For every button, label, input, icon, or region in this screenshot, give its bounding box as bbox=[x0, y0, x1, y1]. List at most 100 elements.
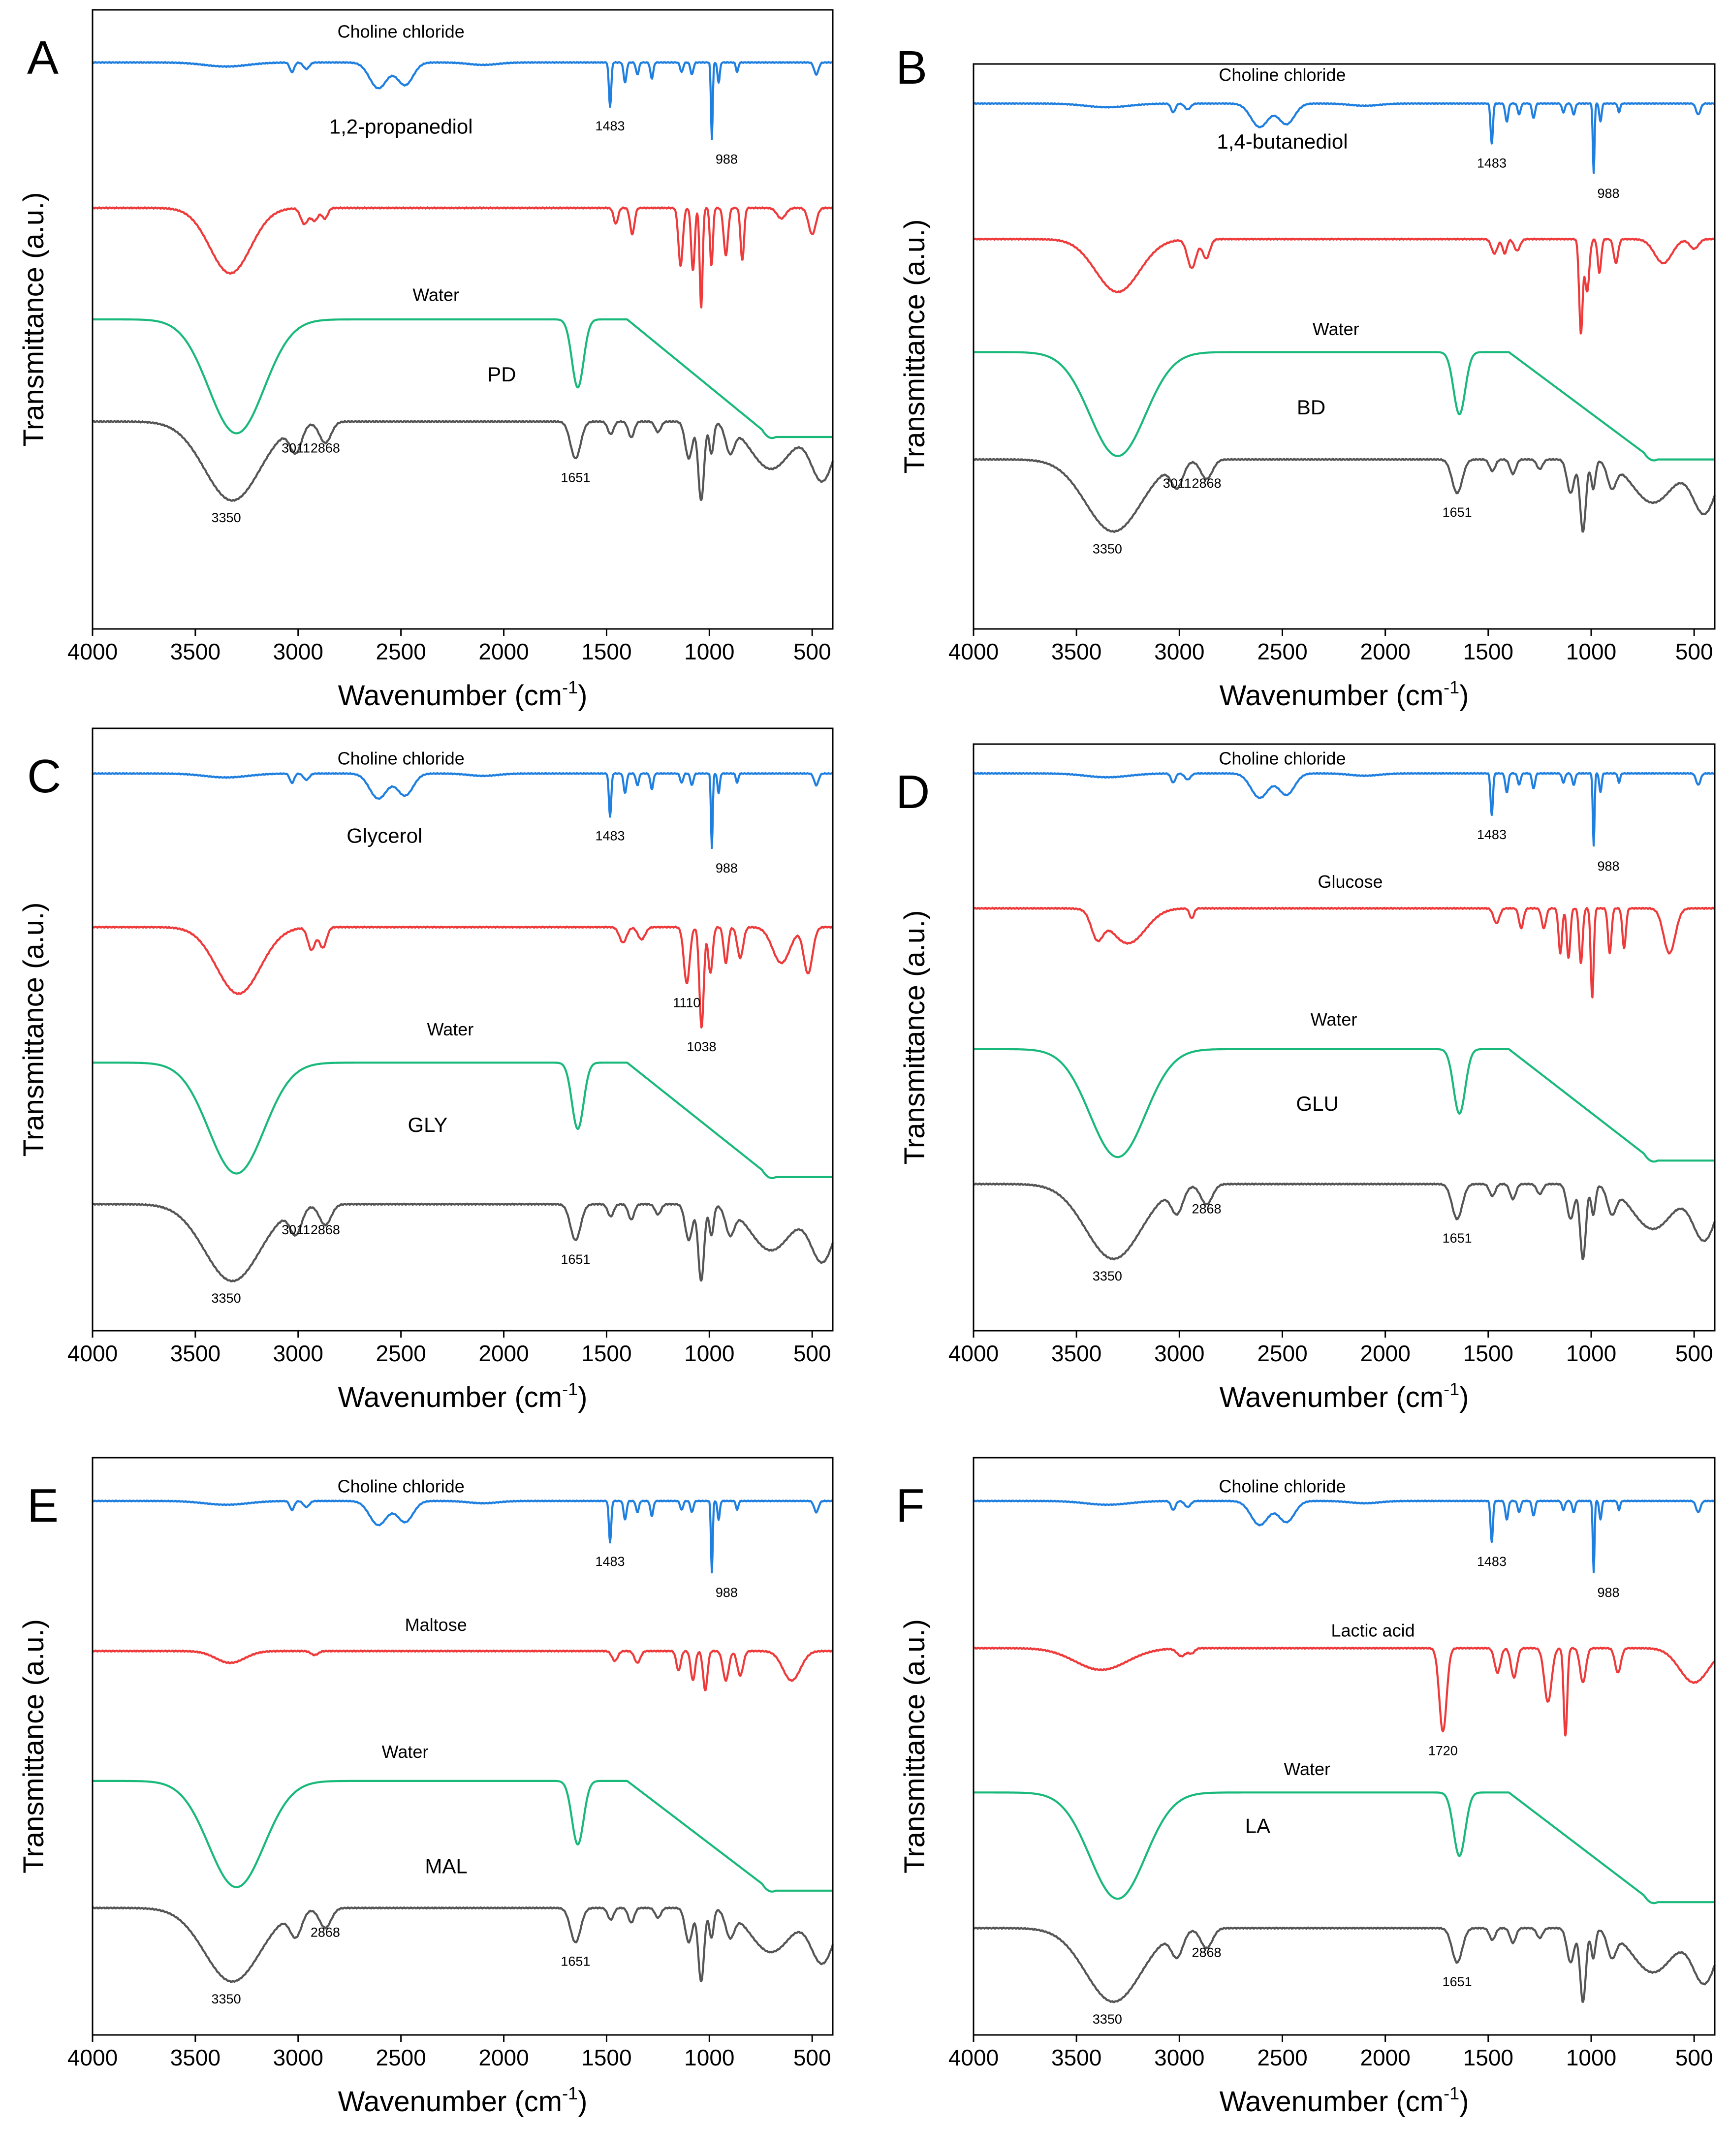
x-tick-label: 3500 bbox=[170, 639, 220, 664]
series-gly-c bbox=[92, 1202, 834, 1282]
x-tick-label: 4000 bbox=[948, 2045, 999, 2070]
series-1-4-butanediol-b bbox=[973, 237, 1716, 335]
x-axis-label: Wavenumber (cm-1) bbox=[338, 2083, 588, 2118]
peak-label-1483: 1483 bbox=[1477, 156, 1507, 170]
panel-letter-b: B bbox=[896, 41, 927, 94]
peak-label-2868: 2868 bbox=[1192, 476, 1222, 491]
series-choline-chloride-e bbox=[92, 1500, 833, 1574]
series-choline-chloride-a bbox=[92, 61, 833, 140]
x-tick-label: 3000 bbox=[1154, 2045, 1204, 2070]
x-tick-label: 2000 bbox=[1360, 1341, 1410, 1366]
series-label-1-4-butanediol: 1,4-butanediol bbox=[1217, 130, 1348, 153]
x-tick-label: 1000 bbox=[684, 2045, 734, 2070]
series-glucose-d bbox=[973, 906, 1715, 999]
peak-label-1651: 1651 bbox=[561, 1954, 590, 1969]
x-tick-label: 500 bbox=[1675, 639, 1713, 664]
x-tick-label: 2000 bbox=[1360, 2045, 1410, 2070]
plot-frame bbox=[92, 9, 834, 630]
peak-label-1651: 1651 bbox=[1443, 1974, 1472, 1989]
x-tick-label: 1000 bbox=[1566, 1341, 1616, 1366]
peak-label-1483: 1483 bbox=[596, 828, 625, 843]
peak-label-3350: 3350 bbox=[212, 510, 241, 525]
peak-label-1651: 1651 bbox=[561, 1252, 590, 1267]
x-tick-label: 2500 bbox=[1257, 1341, 1307, 1366]
x-tick-label: 1500 bbox=[581, 639, 631, 664]
x-tick-label: 2500 bbox=[1257, 2045, 1307, 2070]
peak-label-988: 988 bbox=[1597, 1585, 1619, 1600]
peak-label-1483: 1483 bbox=[1477, 1554, 1507, 1569]
series-glycerol-c bbox=[92, 925, 834, 1029]
peak-label-1110: 1110 bbox=[673, 995, 700, 1010]
panel-c: C Choline chloride Glycerol Water GLY 1483 988… bbox=[18, 727, 834, 1413]
x-tick-label: 500 bbox=[1675, 1341, 1713, 1366]
y-axis-label: Transmittance (a.u.) bbox=[899, 910, 931, 1165]
x-axis-label: Wavenumber (cm-1) bbox=[1220, 677, 1469, 712]
series-1-2-propanediol-a bbox=[92, 206, 833, 309]
panel-d: D Choline chloride Glucose Water GLU 1483 988 2… bbox=[896, 743, 1716, 1413]
peak-label-3011: 3011 bbox=[282, 1222, 310, 1237]
plot-frame bbox=[92, 1457, 834, 2036]
x-tick-label: 2500 bbox=[376, 639, 426, 664]
x-tick-label: 1500 bbox=[581, 1341, 631, 1366]
y-axis-label: Transmittance (a.u.) bbox=[18, 192, 50, 447]
x-tick-label: 2000 bbox=[478, 2045, 529, 2070]
x-tick-label: 2500 bbox=[376, 1341, 426, 1366]
series-la-f bbox=[973, 1926, 1716, 2003]
peak-label-988: 988 bbox=[716, 152, 738, 166]
x-tick-label: 1000 bbox=[684, 1341, 734, 1366]
x-tick-label: 1500 bbox=[1463, 2045, 1513, 2070]
y-axis-label: Transmittance (a.u.) bbox=[899, 1619, 931, 1874]
x-tick-label: 500 bbox=[1675, 2045, 1713, 2070]
series-label-water: Water bbox=[1311, 1009, 1357, 1030]
peak-label-1483: 1483 bbox=[596, 119, 625, 133]
x-tick-label: 1000 bbox=[1566, 639, 1616, 664]
panel-b: B Choline chloride 1,4-butanediol Water BD 14… bbox=[896, 41, 1716, 712]
peak-label-3350: 3350 bbox=[1093, 1269, 1122, 1283]
peak-label-988: 988 bbox=[716, 861, 738, 875]
x-tick-label: 500 bbox=[793, 1341, 831, 1366]
series-label-water: Water bbox=[382, 1742, 429, 1762]
series-water-a bbox=[92, 318, 833, 439]
series-label-choline-chloride: Choline chloride bbox=[338, 22, 465, 42]
panel-letter-d: D bbox=[896, 766, 930, 818]
series-label-lactic-acid: Lactic acid bbox=[1331, 1621, 1415, 1641]
panel-e: E Choline chloride Maltose Water MAL 1483 988 2… bbox=[18, 1457, 834, 2118]
series-water-d bbox=[973, 1048, 1715, 1163]
peak-label-3350: 3350 bbox=[1093, 2012, 1122, 2027]
peak-label-1651: 1651 bbox=[1443, 1231, 1472, 1246]
peak-label-1651: 1651 bbox=[1443, 505, 1472, 520]
x-tick-label: 4000 bbox=[67, 639, 118, 664]
y-axis-label: Transmittance (a.u.) bbox=[18, 1619, 50, 1874]
series-label-glycerol: Glycerol bbox=[346, 824, 422, 847]
series-label-water: Water bbox=[1313, 319, 1359, 339]
panel-letter-f: F bbox=[896, 1479, 925, 1532]
x-tick-label: 4000 bbox=[948, 639, 999, 664]
x-tick-label: 3000 bbox=[1154, 1341, 1204, 1366]
peak-label-3350: 3350 bbox=[212, 1992, 241, 2006]
series-choline-chloride-f bbox=[973, 1500, 1716, 1573]
x-tick-label: 3000 bbox=[273, 1341, 323, 1366]
x-tick-label: 4000 bbox=[67, 1341, 118, 1366]
x-tick-label: 4000 bbox=[67, 2045, 118, 2070]
peak-label-1483: 1483 bbox=[1477, 827, 1507, 842]
x-tick-label: 2000 bbox=[1360, 639, 1410, 664]
peak-label-2868: 2868 bbox=[311, 440, 340, 455]
x-tick-label: 1000 bbox=[684, 639, 734, 664]
x-tick-label: 3000 bbox=[273, 639, 323, 664]
x-tick-label: 2000 bbox=[478, 639, 529, 664]
x-tick-label: 2500 bbox=[1257, 639, 1307, 664]
series-choline-chloride-d bbox=[973, 772, 1716, 847]
x-tick-label: 500 bbox=[793, 639, 831, 664]
panels: A Choline chloride 1,2-propanediol Water PD 1… bbox=[18, 9, 1716, 2118]
x-tick-label: 1000 bbox=[1566, 2045, 1616, 2070]
plot-frame bbox=[973, 63, 1716, 630]
x-tick-label: 500 bbox=[793, 2045, 831, 2070]
series-water-b bbox=[973, 351, 1715, 462]
peak-label-988: 988 bbox=[716, 1585, 738, 1600]
peak-label-2868: 2868 bbox=[311, 1925, 340, 1940]
series-label-choline-chloride: Choline chloride bbox=[338, 748, 465, 768]
series-bd-b bbox=[973, 458, 1716, 533]
peak-label-1720: 1720 bbox=[1428, 1744, 1458, 1758]
x-tick-label: 2500 bbox=[376, 2045, 426, 2070]
